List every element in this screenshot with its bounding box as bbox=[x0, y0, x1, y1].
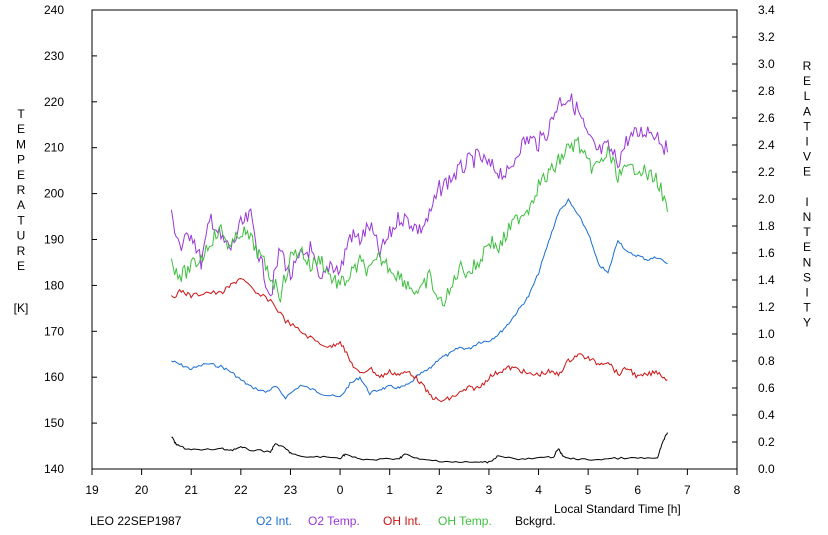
right-tick-label: 0.8 bbox=[758, 354, 775, 368]
legend-oh-temp: OH Temp. bbox=[438, 514, 492, 528]
x-tick-label: 8 bbox=[734, 483, 741, 497]
right-axis-letter: I bbox=[805, 286, 808, 300]
x-tick-label: 6 bbox=[634, 483, 641, 497]
legend-bckgrd: Bckgrd. bbox=[515, 514, 556, 528]
right-axis-letter: Y bbox=[803, 316, 811, 330]
series-layer bbox=[170, 93, 668, 464]
left-axis-letter: R bbox=[17, 244, 26, 258]
right-axis-letter: I bbox=[805, 135, 808, 149]
left-axis-letter: E bbox=[17, 122, 25, 136]
x-tick-label: 5 bbox=[585, 483, 592, 497]
series-line-o2-int bbox=[171, 198, 668, 400]
right-tick-label: 1.2 bbox=[758, 300, 775, 314]
station-label: LEO 22SEP1987 bbox=[90, 514, 182, 528]
left-axis-letter: A bbox=[17, 198, 25, 212]
right-axis-letter: L bbox=[804, 89, 811, 103]
x-tick-label: 1 bbox=[386, 483, 393, 497]
right-axis-letter: E bbox=[803, 240, 811, 254]
left-tick-label: 170 bbox=[44, 324, 64, 338]
right-tick-label: 3.2 bbox=[758, 30, 775, 44]
x-tick-label: 0 bbox=[337, 483, 344, 497]
left-tick-label: 150 bbox=[44, 416, 64, 430]
right-axis-letter: A bbox=[803, 104, 811, 118]
right-axis-letter: T bbox=[803, 119, 811, 133]
x-tick-label: 2 bbox=[436, 483, 443, 497]
right-tick-label: 2.2 bbox=[758, 165, 775, 179]
x-tick-label: 3 bbox=[486, 483, 493, 497]
left-tick-label: 220 bbox=[44, 95, 64, 109]
left-tick-label: 140 bbox=[44, 462, 64, 476]
right-axis-ticks: 0.0 0.2 0.4 0.6 0.8 1.0 1.2 1.4 1.6 1.8 2.0 2.2 2.4 2… bbox=[732, 3, 775, 476]
right-axis-letter: T bbox=[803, 225, 811, 239]
x-axis-label: Local Standard Time [h] bbox=[554, 502, 681, 516]
left-tick-label: 190 bbox=[44, 233, 64, 247]
left-tick-label: 160 bbox=[44, 370, 64, 384]
left-axis-letter: M bbox=[16, 137, 26, 151]
series-line-oh-int bbox=[171, 278, 668, 403]
right-axis-letter: N bbox=[803, 210, 812, 224]
left-tick-label: 210 bbox=[44, 141, 64, 155]
left-axis-letter: R bbox=[17, 183, 26, 197]
left-tick-label: 200 bbox=[44, 187, 64, 201]
right-axis-letter: E bbox=[803, 74, 811, 88]
right-axis-letter: T bbox=[803, 301, 811, 315]
right-axis-letter: V bbox=[803, 150, 811, 164]
right-tick-label: 0.2 bbox=[758, 435, 775, 449]
right-tick-label: 1.0 bbox=[758, 327, 775, 341]
x-tick-label: 19 bbox=[85, 483, 99, 497]
legend-o2-temp: O2 Temp. bbox=[308, 514, 360, 528]
right-axis-letter: R bbox=[803, 59, 812, 73]
right-axis-letter: N bbox=[803, 255, 812, 269]
left-axis-unit: [K] bbox=[14, 301, 29, 315]
right-tick-label: 3.4 bbox=[758, 3, 775, 17]
series-line-o2-temp bbox=[170, 93, 668, 297]
left-axis-letter: T bbox=[17, 107, 25, 121]
right-axis-letter: S bbox=[803, 270, 811, 284]
x-tick-label: 4 bbox=[535, 483, 542, 497]
x-tick-label: 7 bbox=[684, 483, 691, 497]
right-tick-label: 1.8 bbox=[758, 219, 775, 233]
right-tick-label: 1.6 bbox=[758, 246, 775, 260]
right-tick-label: 1.4 bbox=[758, 273, 775, 287]
left-tick-label: 240 bbox=[44, 3, 64, 17]
right-tick-label: 0.4 bbox=[758, 408, 775, 422]
right-axis-letter: I bbox=[805, 195, 808, 209]
left-axis-letter: P bbox=[17, 153, 25, 167]
right-tick-label: 0.6 bbox=[758, 381, 775, 395]
left-axis-letter: U bbox=[17, 229, 26, 243]
right-tick-label: 2.0 bbox=[758, 192, 775, 206]
right-axis-letter: E bbox=[803, 165, 811, 179]
legend-oh-int: OH Int. bbox=[383, 514, 422, 528]
left-axis-letter: E bbox=[17, 259, 25, 273]
x-tick-label: 20 bbox=[135, 483, 149, 497]
x-tick-label: 23 bbox=[284, 483, 298, 497]
left-axis-letter: T bbox=[17, 213, 25, 227]
x-tick-label: 21 bbox=[185, 483, 199, 497]
left-axis-letter: E bbox=[17, 168, 25, 182]
x-tick-label: 22 bbox=[234, 483, 248, 497]
series-line-oh-temp bbox=[170, 136, 668, 307]
legend-o2-int: O2 Int. bbox=[256, 514, 293, 528]
right-tick-label: 2.6 bbox=[758, 111, 775, 125]
right-tick-label: 2.4 bbox=[758, 138, 775, 152]
left-tick-label: 180 bbox=[44, 278, 64, 292]
right-tick-label: 0.0 bbox=[758, 462, 775, 476]
right-tick-label: 3.0 bbox=[758, 57, 775, 71]
series-line-bckgrd bbox=[171, 432, 668, 464]
left-tick-label: 230 bbox=[44, 49, 64, 63]
x-axis-ticks: 19 20 21 22 23 0 1 2 3 4 5 6 7 8 bbox=[85, 469, 741, 497]
right-tick-label: 2.8 bbox=[758, 84, 775, 98]
left-axis-ticks: 140 150 160 170 180 190 200 210 220 230 240 bbox=[44, 3, 97, 476]
